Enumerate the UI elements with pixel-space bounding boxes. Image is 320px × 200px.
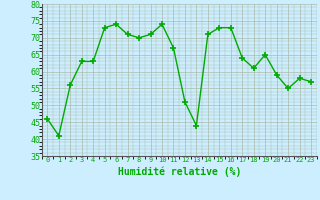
X-axis label: Humidité relative (%): Humidité relative (%) bbox=[117, 166, 241, 177]
